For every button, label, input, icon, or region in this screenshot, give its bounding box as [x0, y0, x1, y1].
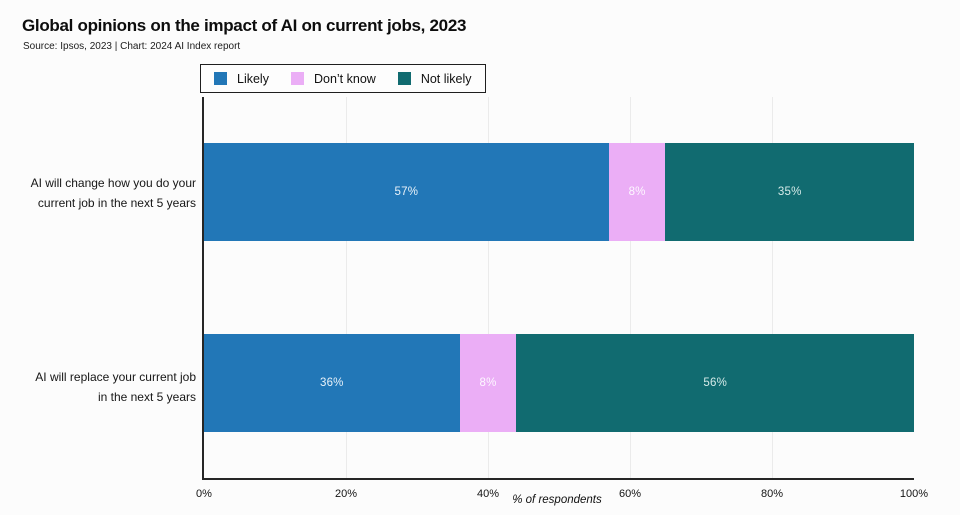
- category-label: AI will replace your current job in the n…: [35, 370, 196, 404]
- x-axis-label: % of respondents: [512, 494, 602, 506]
- bar-segment-not-likely: 35%: [665, 143, 914, 241]
- legend-item-likely: Likely: [214, 72, 269, 86]
- bar-segment-don-t-know: 8%: [608, 143, 666, 241]
- x-tick-label: 0%: [196, 488, 212, 500]
- gridline: [346, 97, 347, 478]
- chart-title: Global opinions on the impact of AI on c…: [22, 16, 467, 35]
- bar-segment-likely: 36%: [204, 334, 460, 432]
- legend-swatch-icon: [214, 72, 227, 85]
- legend: Likely Don’t know Not likely: [200, 64, 486, 93]
- bar-row: 57% 8% 35%: [204, 143, 914, 241]
- gridline: [772, 97, 773, 478]
- gridline: [488, 97, 489, 478]
- chart-source: Source: Ipsos, 2023 | Chart: 2024 AI Ind…: [23, 41, 241, 52]
- legend-label: Likely: [237, 71, 269, 86]
- bar-row: 36% 8% 56%: [204, 334, 914, 432]
- category-label: AI will change how you do your current jo…: [30, 176, 196, 210]
- bar-segment-likely: 57%: [204, 143, 609, 241]
- x-tick-label: 80%: [760, 488, 784, 500]
- x-tick-label: 60%: [618, 488, 642, 500]
- x-tick-label: 40%: [476, 488, 500, 500]
- legend-item-not-likely: Not likely: [397, 71, 472, 86]
- plot-area: 57% 8% 35% 36% 8% 56% 0% 20% 40% 60% 80% 100%: [196, 97, 928, 500]
- x-tick-label: 100%: [899, 488, 929, 500]
- legend-label: Not likely: [420, 71, 472, 86]
- gridline: [630, 97, 631, 478]
- bar-segment-not-likely: 56%: [516, 334, 914, 432]
- x-tick-label: 20%: [334, 488, 358, 500]
- legend-label: Don’t know: [313, 71, 376, 86]
- legend-swatch-icon: [397, 72, 411, 85]
- legend-item-don-t-know: Don’t know: [290, 71, 376, 86]
- legend-swatch-icon: [290, 72, 304, 85]
- bar-segment-don-t-know: 8%: [459, 334, 517, 432]
